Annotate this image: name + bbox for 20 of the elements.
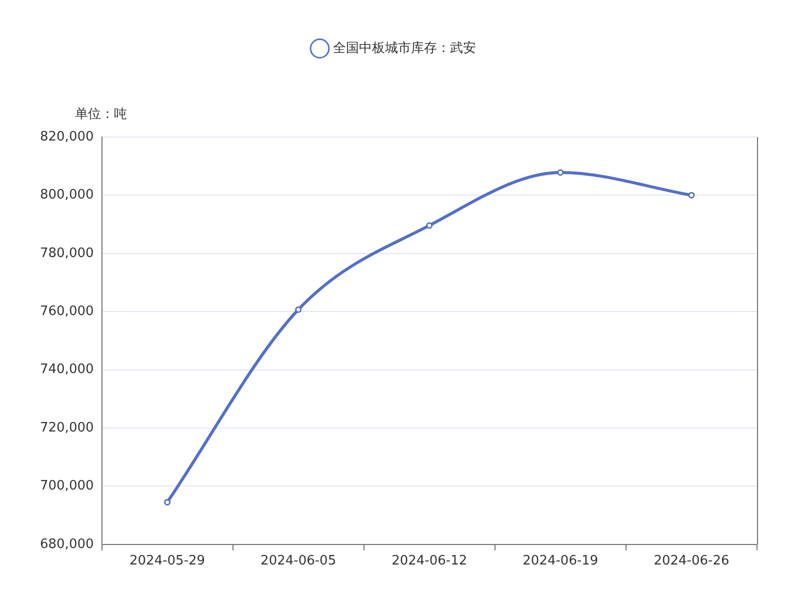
x-tick-label: 2024-06-05 bbox=[260, 554, 336, 569]
point bbox=[688, 192, 695, 198]
x-tick-label: 2024-06-12 bbox=[392, 554, 468, 569]
x-tick-label: 2024-06-26 bbox=[654, 554, 730, 569]
y-tick-label: 800,000 bbox=[40, 188, 94, 203]
legend-label: 全国中板城市库存：武安 bbox=[332, 40, 476, 56]
y-axis-title: 单位：吨 bbox=[74, 106, 127, 122]
y-tick-label: 780,000 bbox=[40, 246, 94, 261]
point bbox=[426, 222, 433, 229]
point bbox=[557, 169, 564, 176]
point bbox=[164, 498, 171, 506]
point bbox=[295, 306, 302, 313]
y-tick-label: 740,000 bbox=[40, 362, 94, 378]
y-tick-label: 700,000 bbox=[40, 478, 94, 494]
x-tick-label: 2024-06-19 bbox=[522, 554, 598, 569]
y-tick-label: 820,000 bbox=[40, 129, 94, 144]
x-tick-label: 2024-05-29 bbox=[130, 554, 206, 569]
y-tick-label: 760,000 bbox=[40, 304, 94, 319]
y-tick-label: 680,000 bbox=[40, 536, 94, 552]
y-tick-label: 720,000 bbox=[40, 420, 94, 436]
